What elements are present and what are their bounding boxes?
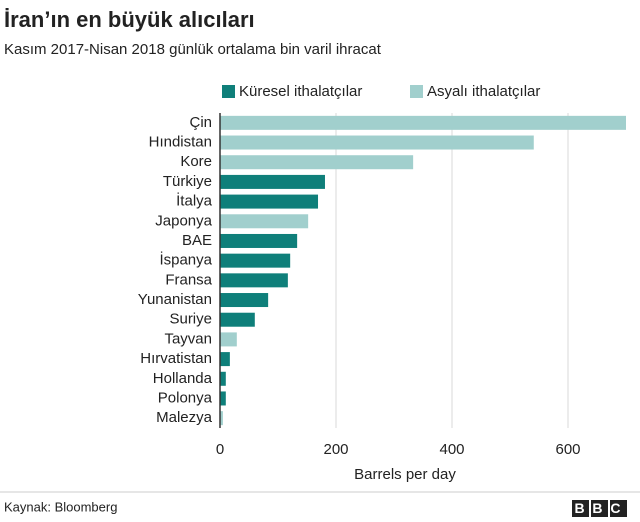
bar [220, 273, 288, 288]
y-tick-label: Japonya [155, 212, 212, 229]
x-tick-label: 600 [555, 441, 580, 458]
bar [220, 155, 414, 170]
x-tick-label: 0 [216, 441, 224, 458]
logo-box [610, 500, 627, 517]
y-tick-label: Hırvatistan [140, 350, 212, 367]
y-tick-label: Malezya [156, 409, 213, 426]
source: Kaynak: Bloomberg [4, 499, 117, 514]
y-tick-label: Yunanistan [138, 291, 212, 308]
bar [220, 174, 325, 189]
logo-box [572, 500, 589, 517]
bar [220, 332, 237, 347]
bar [220, 253, 291, 268]
y-tick-label: Hollanda [153, 370, 213, 387]
bar [220, 214, 309, 229]
y-tick-label: Türkiye [163, 173, 212, 190]
bar [220, 352, 230, 367]
y-tick-label: BAE [182, 232, 212, 249]
y-tick-label: Suriye [169, 311, 212, 328]
bar [220, 411, 223, 426]
bar [220, 115, 626, 130]
legend-swatch [222, 85, 235, 98]
x-tick-label: 200 [323, 441, 348, 458]
y-tick-label: Kore [180, 153, 212, 170]
y-tick-label: Çin [189, 114, 212, 131]
chart-subtitle: Kasım 2017-Nisan 2018 günlük ortalama bi… [4, 41, 382, 58]
bar [220, 391, 226, 406]
x-tick-label: 400 [439, 441, 464, 458]
bar [220, 194, 319, 209]
logo: BBC [572, 500, 629, 517]
bar [220, 371, 226, 386]
legend-label: Küresel ithalatçılar [239, 83, 362, 100]
y-tick-label: Tayvan [164, 330, 212, 347]
legend-label: Asyalı ithalatçılar [427, 83, 540, 100]
bar [220, 293, 269, 308]
bar [220, 135, 534, 150]
y-tick-label: İspanya [159, 251, 212, 269]
x-axis-label: Barrels per day [354, 466, 456, 483]
y-tick-label: Fransa [165, 271, 212, 288]
bar [220, 233, 298, 248]
y-tick-label: Hındistan [149, 134, 212, 151]
y-tick-label: Polonya [158, 389, 213, 406]
chart-title: İran’ın en büyük alıcıları [4, 7, 255, 32]
y-tick-label: İtalya [176, 192, 213, 210]
logo-box [591, 500, 608, 517]
legend-swatch [410, 85, 423, 98]
bar [220, 312, 255, 327]
logo-text: BBC [575, 500, 629, 516]
